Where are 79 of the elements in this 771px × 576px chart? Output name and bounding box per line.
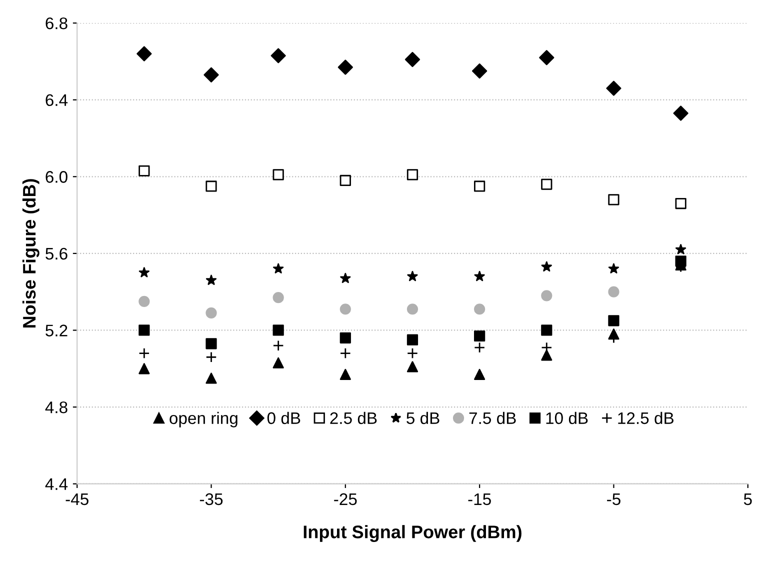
legend-label: 7.5 dB	[469, 412, 516, 424]
point	[340, 304, 351, 315]
point	[138, 324, 150, 336]
point	[474, 180, 486, 192]
point	[541, 350, 552, 361]
point	[474, 304, 486, 315]
x-tick-label: -35	[200, 493, 223, 506]
point	[340, 348, 351, 359]
point	[206, 180, 217, 192]
point	[673, 106, 688, 121]
point	[541, 261, 552, 272]
legend-label: 12.5 dB	[618, 412, 674, 424]
legend-label: open ring	[170, 412, 238, 428]
y-tick-label: 5.2	[46, 324, 68, 336]
point	[204, 67, 219, 82]
point	[608, 263, 620, 274]
point	[406, 304, 418, 315]
point	[474, 342, 486, 354]
point	[206, 352, 217, 363]
x-tick-label: -5	[607, 493, 620, 506]
point	[338, 60, 353, 75]
y-tick-label: 6.8	[46, 17, 68, 30]
point	[608, 194, 620, 206]
point	[138, 363, 150, 374]
point	[406, 334, 418, 346]
point	[206, 372, 217, 384]
point	[406, 169, 418, 180]
point	[406, 361, 418, 372]
point	[206, 338, 217, 350]
point	[270, 48, 286, 64]
point	[404, 52, 420, 68]
point	[608, 286, 620, 298]
point	[474, 368, 486, 380]
point	[136, 46, 152, 62]
point	[541, 324, 552, 336]
point	[272, 340, 284, 352]
x-axis-title: Input Signal Power (dBm)	[304, 525, 522, 542]
y-tick-label: 6.0	[46, 171, 68, 183]
point	[406, 348, 418, 359]
point	[206, 307, 217, 319]
point	[340, 368, 351, 380]
point	[340, 174, 351, 186]
point	[138, 348, 150, 359]
point	[206, 274, 217, 285]
point	[272, 324, 284, 336]
x-tick-label: 5	[744, 493, 752, 506]
legend-label: 5 dB	[406, 412, 440, 424]
x-tick-label: -15	[468, 493, 491, 506]
point	[340, 332, 351, 344]
legend-label: 2.5 dB	[330, 412, 377, 424]
point	[340, 272, 351, 284]
point	[541, 290, 552, 302]
point	[608, 315, 620, 326]
point	[675, 244, 686, 254]
y-axis-title: Noise Figure (dB)	[22, 179, 40, 328]
point	[138, 165, 150, 176]
point	[606, 80, 622, 96]
point	[272, 292, 284, 304]
y-tick-label: 6.4	[46, 94, 68, 106]
point	[272, 169, 284, 180]
point	[675, 198, 686, 210]
legend-label: 0 dB	[267, 412, 300, 424]
legend-label: 10 dB	[546, 412, 588, 424]
point	[138, 267, 150, 278]
y-tick-label: 4.4	[45, 478, 68, 490]
point	[138, 296, 150, 307]
y-tick-label: 5.6	[46, 248, 68, 260]
point	[539, 50, 554, 66]
point	[474, 270, 485, 282]
y-tick-label: 4.8	[45, 401, 68, 414]
x-tick-label: -45	[66, 493, 88, 506]
point	[273, 263, 284, 274]
point	[472, 63, 488, 79]
point	[474, 330, 486, 342]
point	[541, 178, 552, 190]
x-tick-label: -25	[334, 493, 357, 506]
point	[272, 357, 284, 368]
point	[675, 256, 686, 267]
point	[407, 270, 418, 282]
